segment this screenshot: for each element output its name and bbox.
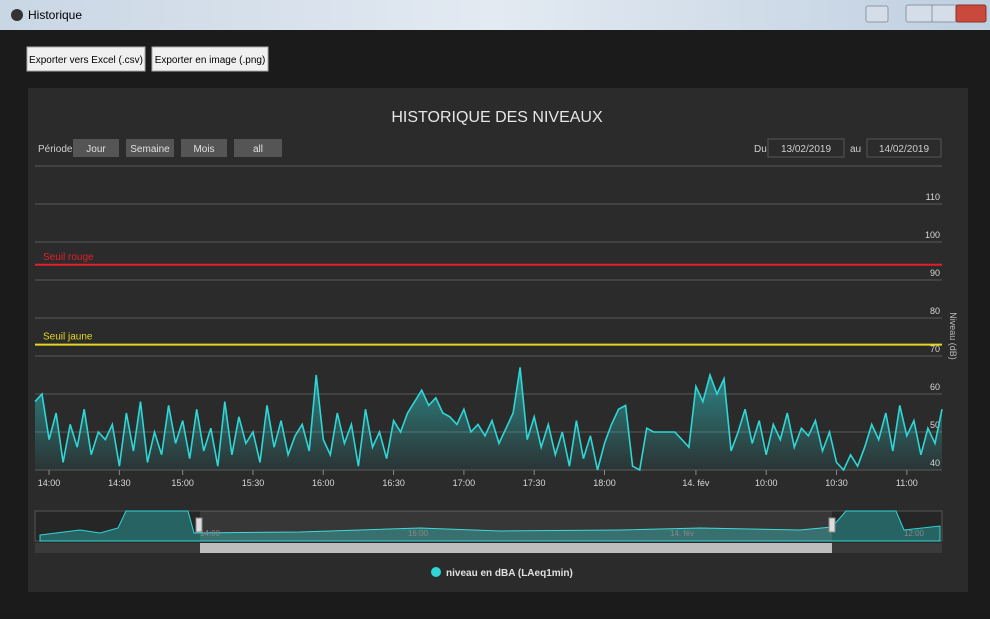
title-bar: [0, 0, 990, 30]
x-tick-label: 10:30: [825, 478, 848, 488]
navigator-handle[interactable]: [195, 517, 203, 533]
period-label: Période: [38, 144, 73, 155]
series-area: [35, 367, 942, 470]
threshold-label: Seuil jaune: [43, 332, 93, 343]
navigator-handle[interactable]: [828, 517, 836, 533]
period-button-label[interactable]: Jour: [86, 144, 106, 155]
x-tick-label: 11:00: [896, 478, 918, 488]
maximize-button[interactable]: [931, 4, 957, 23]
minimize-button[interactable]: [905, 4, 933, 23]
x-tick-label: 18:00: [593, 478, 616, 488]
legend-label[interactable]: niveau en dBA (LAeq1min): [446, 568, 573, 579]
from-input[interactable]: [767, 138, 845, 158]
x-tick-label: 14:00: [38, 478, 61, 488]
export-png-button[interactable]: [151, 46, 269, 72]
period-button[interactable]: [73, 139, 119, 157]
period-button[interactable]: [181, 139, 227, 157]
chart-panel: [28, 88, 968, 592]
series-line: [34, 367, 943, 472]
x-tick-label: 15:30: [242, 478, 265, 488]
x-tick-label: 16:00: [312, 478, 335, 488]
threshold-label: Seuil rouge: [43, 252, 94, 263]
export-csv-button[interactable]: [26, 46, 146, 72]
x-tick-label: 16:30: [382, 478, 405, 488]
period-button-label[interactable]: all: [253, 144, 263, 155]
navigator-label: 14:00: [200, 529, 221, 538]
navigator[interactable]: [34, 510, 943, 542]
y-tick-label: 100: [925, 230, 940, 240]
window-title: Historique: [28, 8, 82, 22]
navigator-series: [39, 510, 941, 542]
button-label[interactable]: Exporter en image (.png): [155, 55, 266, 66]
x-tick-label: 15:00: [171, 478, 194, 488]
chart-title: HISTORIQUE DES NIVEAUX: [391, 109, 603, 126]
chart: JourSemaineMoisall405060708090100110Nive…: [34, 139, 958, 579]
navigator-label: 14. fév: [670, 529, 694, 538]
navigator-window[interactable]: [200, 511, 832, 541]
y-tick-label: 60: [930, 382, 940, 392]
from-date[interactable]: 13/02/2019: [781, 144, 831, 155]
x-tick-label: 14:30: [108, 478, 131, 488]
close-button[interactable]: [955, 4, 987, 23]
navigator-label: 12:00: [904, 529, 925, 538]
x-tick-label: 17:00: [453, 478, 476, 488]
y-axis-title: Niveau (dB): [948, 312, 958, 360]
period-button[interactable]: [126, 139, 174, 157]
period-button-label[interactable]: Semaine: [130, 144, 170, 155]
x-tick-label: 17:30: [523, 478, 546, 488]
to-date[interactable]: 14/02/2019: [879, 144, 929, 155]
navigator-label: 16:00: [408, 529, 429, 538]
x-tick-label: 10:00: [755, 478, 778, 488]
y-tick-label: 70: [930, 344, 940, 354]
y-tick-label: 90: [930, 268, 940, 278]
y-tick-label: 80: [930, 306, 940, 316]
extra-button[interactable]: [865, 5, 889, 23]
y-tick-label: 50: [930, 420, 940, 430]
scrollbar-thumb[interactable]: [200, 543, 832, 553]
to-input[interactable]: [866, 138, 942, 158]
period-button-label[interactable]: Mois: [193, 144, 214, 155]
button-label[interactable]: Exporter vers Excel (.csv): [29, 55, 143, 66]
y-tick-label: 110: [926, 192, 940, 202]
app-icon: [11, 9, 23, 21]
to-label: au: [850, 144, 861, 155]
x-tick-label: 14. fév: [682, 478, 710, 488]
period-button[interactable]: [234, 139, 282, 157]
legend-symbol[interactable]: [431, 567, 441, 577]
from-label: Du: [754, 144, 767, 155]
